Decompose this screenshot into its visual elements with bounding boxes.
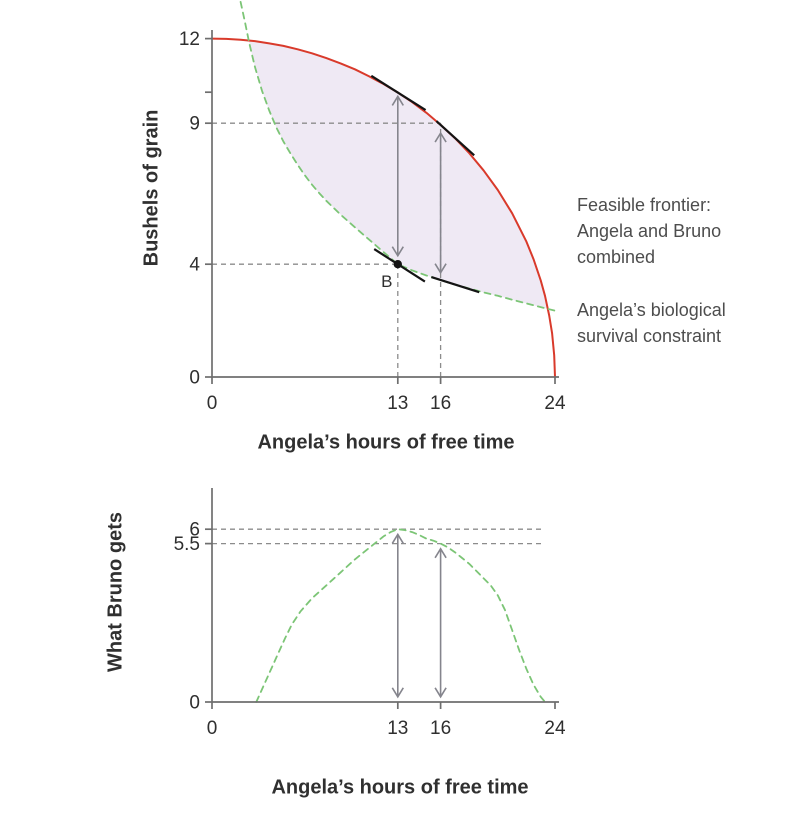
x-tick-label: 13 [387,393,408,414]
survival-constraint-curve [239,1,556,312]
arrowhead-up [434,547,447,559]
x-tick-label: 0 [207,393,218,414]
tangent-segment [431,276,480,294]
bottom-y-axis-title: What Bruno gets [104,512,127,672]
y-tick-label: 5.5 [174,534,200,555]
y-tick-label: 4 [189,255,200,276]
arrowhead-up [391,94,404,106]
y-tick-label: 12 [179,29,200,50]
y-tick-label: 0 [189,368,200,389]
arrowhead-down [391,246,404,258]
y-tick-label: 0 [189,693,200,714]
y-tick-label: 9 [189,114,200,135]
top-x-axis-title: Angela’s hours of free time [257,431,515,454]
top-y-axis-title: Bushels of grain [140,109,163,267]
x-tick-label: 16 [430,393,451,414]
tangent-segment [370,74,427,112]
feasible-frontier-curve [211,37,556,378]
bottom-x-axis-title: Angela’s hours of free time [271,776,529,799]
survival-annotation: Angela’s biological survival constraint [577,300,726,346]
x-tick-label: 0 [207,718,218,739]
x-tick-label: 24 [544,393,566,414]
frontier-annotation: Feasible frontier: Angela and Bruno comb… [577,195,722,267]
tangent-segment [435,120,475,157]
arrowhead-up [391,532,404,544]
bottom-chart: 0 13 16 24 65.5 0 [174,488,566,739]
top-chart: 0 13 16 24 12 9 4 0 B [179,1,566,414]
x-tick-label: 13 [387,718,408,739]
bruno-share-curve [255,528,546,703]
arrowhead-up [434,131,447,143]
x-tick-label: 16 [430,718,451,739]
point-B [393,260,402,269]
point-B-label: B [381,272,392,291]
arrowhead-down [434,263,447,275]
y-tick-label: 6 [189,520,200,541]
arrowhead-down [391,687,404,699]
arrowhead-down [434,687,447,699]
x-tick-label: 24 [544,718,566,739]
